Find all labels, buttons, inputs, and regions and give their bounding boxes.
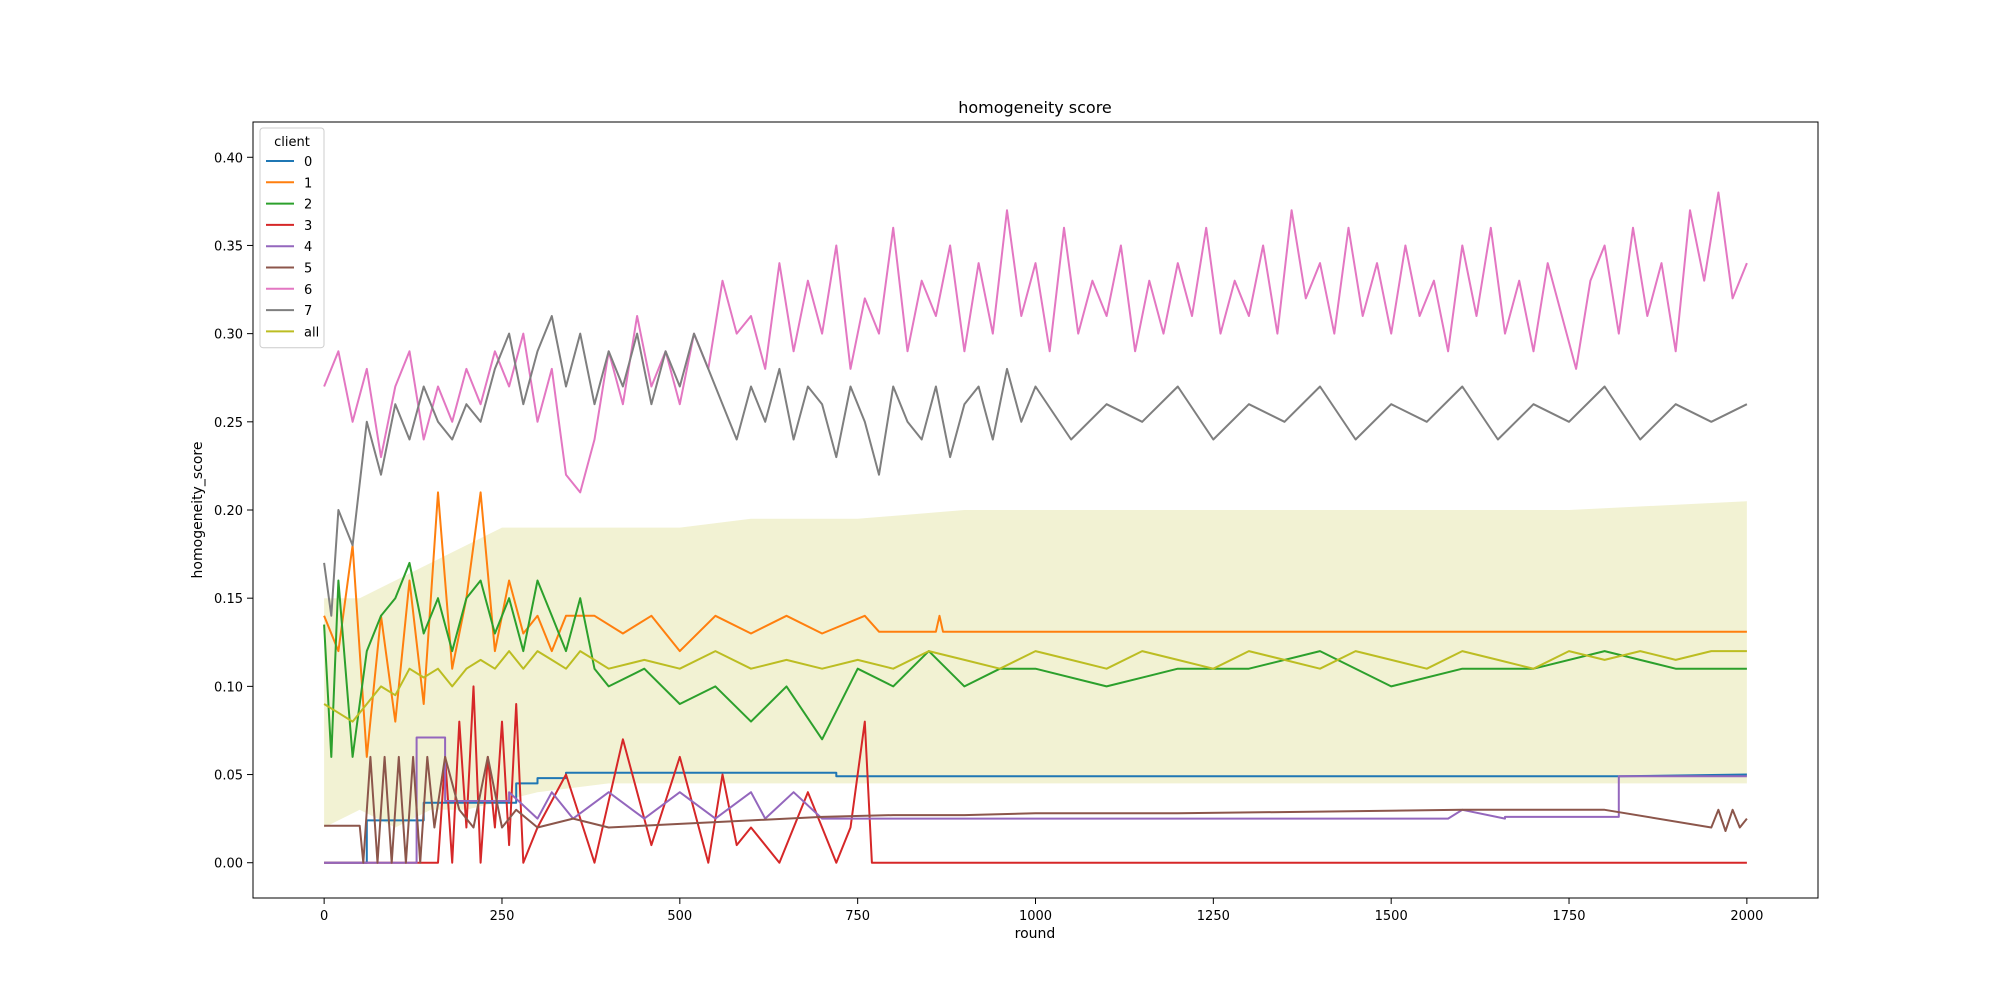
- x-tick-label: 250: [490, 909, 515, 924]
- y-tick-label: 0.35: [214, 239, 243, 254]
- y-axis-label: homogeneity_score: [190, 442, 206, 579]
- series-line-6: [323, 191, 1748, 494]
- legend-label-4: 4: [304, 240, 312, 255]
- y-tick-label: 0.40: [214, 151, 243, 166]
- x-tick-label: 2000: [1730, 909, 1763, 924]
- legend-label-6: 6: [304, 283, 312, 298]
- x-tick-label: 1250: [1197, 909, 1230, 924]
- legend-label-2: 2: [304, 198, 312, 213]
- y-tick-label: 0.20: [214, 504, 243, 519]
- legend-title: client: [274, 135, 310, 150]
- y-tick-label: 0.00: [214, 857, 243, 872]
- x-tick-label: 1500: [1375, 909, 1408, 924]
- series-line-7: [323, 315, 1748, 617]
- series-line-all: [323, 650, 1747, 723]
- y-tick-label: 0.30: [214, 328, 243, 343]
- x-tick-label: 1750: [1552, 909, 1585, 924]
- x-tick-label: 750: [845, 909, 870, 924]
- legend-label-0: 0: [304, 155, 312, 170]
- series-line-4: [324, 736, 1747, 864]
- series-line-1: [323, 491, 1747, 758]
- plot-area: [323, 191, 1748, 864]
- y-tick-label: 0.15: [214, 592, 243, 607]
- legend-label-all: all: [304, 325, 319, 340]
- series-line-2: [323, 561, 1747, 758]
- series-line-3: [324, 685, 1747, 864]
- series-line-0: [324, 771, 1747, 864]
- legend-label-7: 7: [304, 304, 312, 319]
- series-band-all: [324, 501, 1747, 828]
- legend-label-1: 1: [304, 176, 312, 191]
- legend-label-3: 3: [304, 219, 312, 234]
- legend-label-5: 5: [304, 262, 312, 277]
- x-tick-label: 0: [320, 909, 328, 924]
- x-axis: 0 250 500 750 1000 1250 1500 1750 2000: [320, 898, 1763, 924]
- series-line-5: [324, 755, 1748, 864]
- y-tick-label: 0.05: [214, 769, 243, 784]
- x-tick-label: 500: [667, 909, 692, 924]
- y-tick-label: 0.25: [214, 416, 243, 431]
- x-axis-label: round: [1015, 926, 1056, 942]
- chart-title: homogeneity score: [958, 98, 1112, 117]
- x-tick-label: 1000: [1019, 909, 1052, 924]
- legend: client 0 1 2 3 4 5 6 7 all: [259, 127, 325, 349]
- y-tick-label: 0.10: [214, 680, 243, 695]
- y-axis: 0.00 0.05 0.10 0.15 0.20 0.25 0.30 0.35 0.40: [214, 151, 253, 872]
